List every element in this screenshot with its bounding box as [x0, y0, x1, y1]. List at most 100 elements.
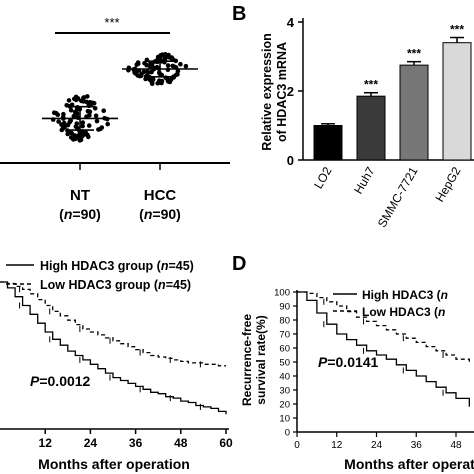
scatter-point	[165, 67, 171, 73]
mean-sd-bars	[42, 60, 198, 131]
d-x-tick-label: 12	[331, 440, 343, 451]
d-y-tick-label: 70	[279, 330, 290, 341]
series-line-high	[297, 291, 470, 407]
scatter-point	[101, 108, 106, 113]
significance-marker: ***	[407, 47, 421, 61]
scatter-points	[50, 52, 189, 143]
b-x-tick-label: HepG2	[432, 164, 463, 204]
d-y-tick-label: 80	[279, 316, 290, 327]
category-label-nt: NT	[70, 187, 90, 204]
c-xlabel: Months after operation	[38, 456, 190, 472]
scatter-point	[66, 98, 72, 103]
d-y-tick-label: 60	[279, 344, 290, 355]
d-y-tick-label: 20	[279, 400, 290, 411]
scatter-point	[93, 113, 99, 118]
c-x-ticks: 12 24 36 48 60	[39, 429, 233, 450]
scatter-point	[73, 94, 79, 100]
scatter-point	[71, 113, 77, 119]
scatter-point	[51, 110, 57, 115]
scatter-point	[87, 112, 92, 118]
b-y-tick-label: 2	[287, 84, 294, 99]
c-x-tick-label: 48	[174, 436, 188, 450]
c-x-tick-label: 12	[39, 436, 53, 450]
scatter-point	[86, 123, 92, 128]
panel-d: D Recurrence-free survival rate(%) 0 10 20…	[232, 253, 474, 472]
d-y-tick-label: 50	[279, 358, 290, 369]
c-x-tick-label: 36	[129, 436, 143, 450]
scatter-point	[157, 78, 162, 83]
c-x-tick-label: 24	[84, 436, 98, 450]
scatter-point	[80, 123, 85, 129]
scatter-point	[94, 118, 100, 124]
legend-high: High HDAC3 group (n=45)	[40, 259, 194, 273]
d-x-tick-label: 36	[411, 440, 423, 451]
d-x-tick-label: 0	[294, 440, 300, 451]
scatter-point	[61, 111, 66, 117]
scatter-point	[87, 100, 93, 105]
scatter-point	[141, 69, 147, 75]
scatter-point	[56, 119, 61, 124]
d-xlabel: Months after operation	[344, 456, 474, 472]
scatter-point	[80, 120, 86, 125]
b-y-tick-label: 4	[287, 15, 295, 30]
d-legend-high: High HDAC3 (n	[362, 288, 448, 302]
scatter-point	[74, 121, 80, 126]
d-x-tick-label: 24	[371, 440, 383, 451]
c-x-tick-label: 60	[219, 436, 233, 450]
significance-marker: ***	[450, 23, 464, 37]
panel-label-b: B	[232, 3, 246, 25]
scatter-point	[105, 121, 110, 127]
scatter-point	[62, 124, 67, 130]
scatter-point	[99, 125, 105, 130]
d-survival-curves	[297, 291, 470, 407]
b-x-tick-label: SMMC-7721	[375, 164, 421, 230]
scatter-point	[145, 69, 150, 74]
d-ylabel-line2: survival rate(%)	[254, 315, 268, 404]
scatter-point	[85, 94, 90, 99]
panel-a: *** NT (n=90) HCC (n=90)	[0, 15, 230, 222]
bar	[313, 125, 343, 161]
d-y-tick-label: 90	[279, 302, 290, 313]
b-y-tick-label: 0	[287, 153, 294, 168]
d-pvalue: P=0.0141	[318, 354, 379, 370]
scatter-point	[92, 106, 98, 111]
c-survival-curves	[0, 281, 227, 415]
d-y-tick-label: 0	[285, 428, 290, 439]
c-pvalue: P=0.0012	[30, 373, 91, 389]
scatter-point	[150, 77, 156, 82]
series-line-low	[0, 281, 226, 367]
b-ylabel-line1: Relative expression	[260, 33, 274, 150]
scatter-point	[170, 63, 176, 69]
scatter-point	[68, 107, 74, 113]
d-x-ticks: 0 12 24 36 48	[294, 432, 462, 451]
d-legend-low: Low HDAC3 (n	[362, 305, 445, 319]
legend-low: Low HDAC3 group (n=45)	[40, 278, 191, 292]
category-count-nt: (n=90)	[59, 206, 101, 222]
b-x-tick-label: Huh7	[351, 164, 378, 196]
panel-c: High HDAC3 group (n=45) Low HDAC3 group …	[0, 259, 233, 472]
b-y-ticks: 0 2 4	[287, 15, 303, 168]
bar	[399, 64, 429, 161]
b-bars: *** *** ***	[313, 23, 472, 161]
scatter-point	[175, 68, 181, 74]
panel-b: B Relative expression of HDAC3 mRNA 024 …	[232, 3, 474, 230]
b-ylabel-line2: of HDAC3 mRNA	[275, 42, 289, 142]
d-y-tick-label: 10	[279, 414, 290, 425]
significance-marker: ***	[364, 78, 378, 92]
scatter-point	[85, 108, 91, 114]
category-label-hcc: HCC	[144, 187, 177, 204]
bar	[356, 95, 386, 161]
scatter-point	[142, 60, 147, 66]
significance-marker: ***	[104, 15, 119, 30]
scatter-point	[162, 52, 168, 57]
d-ylabel-line1: Recurrence-free	[240, 314, 254, 406]
scatter-point	[183, 63, 189, 69]
d-y-ticks: 0 10 20 30 40 50 60 70 80 90 100	[274, 288, 297, 439]
panel-label-d: D	[232, 253, 246, 275]
scatter-point	[178, 61, 183, 67]
d-y-tick-label: 30	[279, 386, 290, 397]
scatter-point	[68, 135, 74, 140]
d-x-tick-label: 48	[450, 440, 462, 451]
